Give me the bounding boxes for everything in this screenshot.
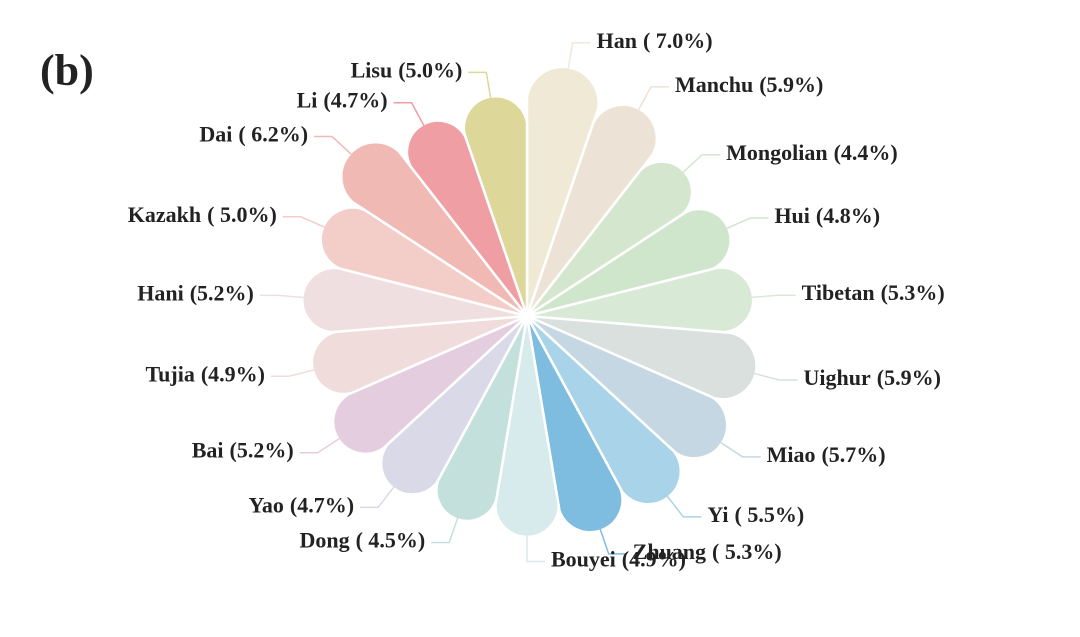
category-label: Yao (4.7%) — [248, 492, 354, 517]
category-name: Yi — [707, 502, 728, 527]
leader-line — [360, 486, 395, 509]
category-name: Zhuang — [633, 539, 706, 564]
category-label: Li (4.7%) — [297, 88, 388, 113]
category-label: Manchu (5.9%) — [675, 72, 823, 97]
category-name: Bai — [192, 438, 224, 463]
category-label: Bai (5.2%) — [192, 438, 294, 463]
leader-line — [567, 42, 591, 69]
category-name: Tibetan — [802, 280, 875, 305]
value-label: (4.8%) — [816, 203, 880, 228]
category-name: Dai — [199, 122, 232, 147]
value-label: ( 5.3%) — [712, 539, 782, 564]
leader-line — [637, 86, 669, 111]
leader-line — [720, 441, 761, 458]
leader-line — [468, 71, 492, 99]
leader-line — [726, 217, 769, 230]
value-label: ( 5.0%) — [207, 202, 277, 227]
category-label: Bouyei (4.9%) — [551, 547, 686, 572]
leader-line — [682, 154, 721, 173]
leader-line — [271, 369, 315, 378]
value-label: (5.0%) — [398, 57, 462, 82]
category-label: Hui (4.8%) — [774, 203, 880, 228]
category-label: Dong ( 4.5%) — [299, 528, 425, 553]
category-name: Kazakh — [128, 202, 201, 227]
leader-line — [754, 372, 798, 381]
category-name: Miao — [767, 442, 816, 467]
value-label: (5.9%) — [759, 72, 823, 97]
category-name: Bouyei — [551, 547, 616, 572]
value-label: (4.9%) — [622, 547, 686, 572]
leader-line — [299, 437, 340, 454]
category-name: Tujia — [146, 361, 195, 386]
leader-line — [282, 216, 325, 228]
category-label: Lisu (5.0%) — [351, 57, 463, 82]
value-label: ( 7.0%) — [643, 28, 713, 53]
category-label: Han( 7.0%) — [597, 28, 713, 53]
category-name: Mongolian — [726, 140, 827, 165]
leader-line — [599, 529, 627, 555]
value-label: (5.2%) — [190, 280, 254, 305]
value-label: ( 6.2%) — [238, 122, 308, 147]
category-name: Li — [297, 88, 318, 113]
value-label: (5.9%) — [877, 365, 941, 390]
value-label: (4.7%) — [290, 492, 354, 517]
category-label: Kazakh( 5.0%) — [128, 202, 277, 227]
category-label: Yi ( 5.5%) — [707, 502, 804, 527]
category-label: Dai( 6.2%) — [199, 122, 308, 147]
value-label: (4.7%) — [323, 88, 387, 113]
category-label: Hani (5.2%) — [137, 280, 254, 305]
leader-line — [666, 495, 702, 518]
category-name: Lisu — [351, 57, 393, 82]
category-label: Zhuang( 5.3%) — [633, 539, 782, 564]
value-label: (5.2%) — [230, 438, 294, 463]
category-name: Dong — [299, 528, 349, 553]
leader-line — [526, 535, 545, 563]
labels: Han( 7.0%)Manchu (5.9%)Mongolian (4.4%)Hui… — [128, 28, 945, 572]
leader-line — [314, 135, 352, 155]
value-label: ( 4.5%) — [356, 528, 426, 553]
petals — [301, 65, 758, 539]
category-name: Hui — [774, 203, 809, 228]
category-name: Han — [597, 28, 637, 53]
leader-line — [393, 101, 425, 126]
leader-line — [751, 294, 796, 299]
category-label: Miao (5.7%) — [767, 442, 886, 467]
category-label: Mongolian (4.4%) — [726, 140, 898, 165]
category-name: Manchu — [675, 72, 753, 97]
value-label: (4.4%) — [834, 140, 898, 165]
panel-label: (b) — [40, 46, 94, 95]
value-label: (4.9%) — [201, 361, 265, 386]
category-name: Yao — [248, 492, 283, 517]
value-label: (5.7%) — [821, 442, 885, 467]
leader-line — [259, 294, 304, 299]
category-label: Tujia (4.9%) — [146, 361, 265, 386]
category-name: Uighur — [804, 365, 871, 390]
category-name: Hani — [137, 280, 183, 305]
leader-line — [431, 517, 459, 544]
category-label: Uighur (5.9%) — [804, 365, 941, 390]
value-label: (5.3%) — [881, 280, 945, 305]
value-label: ( 5.5%) — [735, 502, 805, 527]
category-label: Tibetan (5.3%) — [802, 280, 945, 305]
